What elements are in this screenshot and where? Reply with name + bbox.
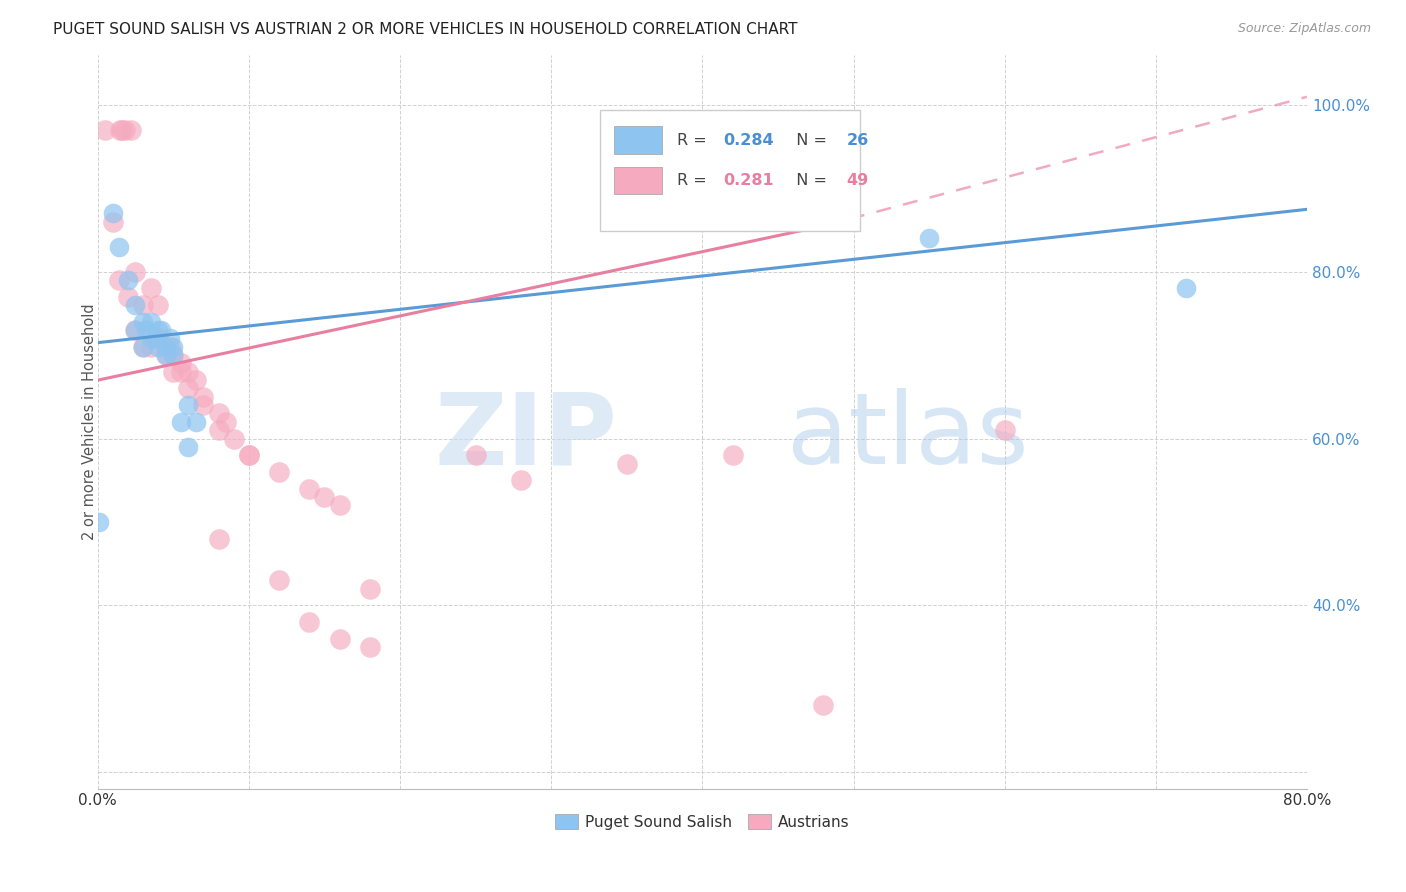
Point — [124, 323, 146, 337]
Point — [108, 273, 131, 287]
Point — [267, 465, 290, 479]
Point — [159, 331, 181, 345]
Point — [464, 448, 486, 462]
FancyBboxPatch shape — [599, 110, 859, 231]
Point — [139, 315, 162, 329]
Point — [359, 640, 381, 654]
Point — [177, 398, 200, 412]
Point — [124, 323, 146, 337]
Point — [193, 390, 215, 404]
Point — [101, 215, 124, 229]
Point — [101, 206, 124, 220]
Point — [132, 315, 155, 329]
Point — [120, 123, 142, 137]
Point — [110, 123, 132, 137]
Point — [139, 340, 162, 354]
Text: R =: R = — [676, 133, 711, 148]
Y-axis label: 2 or more Vehicles in Household: 2 or more Vehicles in Household — [82, 303, 97, 541]
Point — [162, 348, 184, 362]
Point — [170, 415, 193, 429]
Point — [359, 582, 381, 596]
Point — [155, 348, 177, 362]
Point — [918, 231, 941, 245]
Point — [298, 482, 321, 496]
Text: ZIP: ZIP — [434, 388, 617, 485]
Point — [162, 365, 184, 379]
Text: 0.281: 0.281 — [723, 173, 773, 188]
Point — [124, 298, 146, 312]
Point — [139, 281, 162, 295]
Point — [162, 348, 184, 362]
Point — [150, 323, 173, 337]
Point — [207, 423, 229, 437]
Point — [328, 632, 350, 646]
Point — [108, 240, 131, 254]
Point — [170, 365, 193, 379]
Point — [155, 340, 177, 354]
Point — [721, 448, 744, 462]
Point — [813, 698, 835, 713]
Text: 49: 49 — [846, 173, 869, 188]
Point — [215, 415, 238, 429]
Point — [117, 290, 139, 304]
Point — [994, 423, 1017, 437]
Point — [89, 515, 111, 529]
Point — [111, 123, 134, 137]
Point — [94, 123, 117, 137]
Point — [616, 457, 638, 471]
Legend: Puget Sound Salish, Austrians: Puget Sound Salish, Austrians — [548, 808, 856, 836]
Point — [267, 573, 290, 587]
Point — [132, 340, 155, 354]
FancyBboxPatch shape — [614, 167, 662, 194]
Point — [1175, 281, 1198, 295]
Point — [238, 448, 260, 462]
Point — [124, 265, 146, 279]
Text: atlas: atlas — [787, 388, 1029, 485]
Text: 26: 26 — [846, 133, 869, 148]
Point — [146, 323, 169, 337]
Point — [135, 323, 157, 337]
Point — [328, 498, 350, 512]
Point — [238, 448, 260, 462]
Point — [132, 298, 155, 312]
Point — [184, 373, 207, 387]
Text: PUGET SOUND SALISH VS AUSTRIAN 2 OR MORE VEHICLES IN HOUSEHOLD CORRELATION CHART: PUGET SOUND SALISH VS AUSTRIAN 2 OR MORE… — [53, 22, 799, 37]
Point — [222, 432, 245, 446]
Text: N =: N = — [786, 173, 832, 188]
Point — [139, 331, 162, 345]
Point — [177, 440, 200, 454]
Point — [114, 123, 136, 137]
Point — [117, 273, 139, 287]
Point — [146, 340, 169, 354]
Point — [132, 340, 155, 354]
Text: N =: N = — [786, 133, 832, 148]
Point — [298, 615, 321, 629]
Point — [207, 407, 229, 421]
Point — [162, 340, 184, 354]
Point — [177, 382, 200, 396]
FancyBboxPatch shape — [614, 127, 662, 154]
Point — [193, 398, 215, 412]
Text: 0.284: 0.284 — [723, 133, 773, 148]
Point — [207, 532, 229, 546]
Point — [159, 340, 181, 354]
Point — [170, 357, 193, 371]
Point — [155, 348, 177, 362]
Text: Source: ZipAtlas.com: Source: ZipAtlas.com — [1237, 22, 1371, 36]
Point — [510, 473, 533, 487]
Text: R =: R = — [676, 173, 711, 188]
Point — [184, 415, 207, 429]
Point — [143, 331, 166, 345]
Point — [146, 298, 169, 312]
Point — [146, 331, 169, 345]
Point — [314, 490, 336, 504]
Point — [177, 365, 200, 379]
